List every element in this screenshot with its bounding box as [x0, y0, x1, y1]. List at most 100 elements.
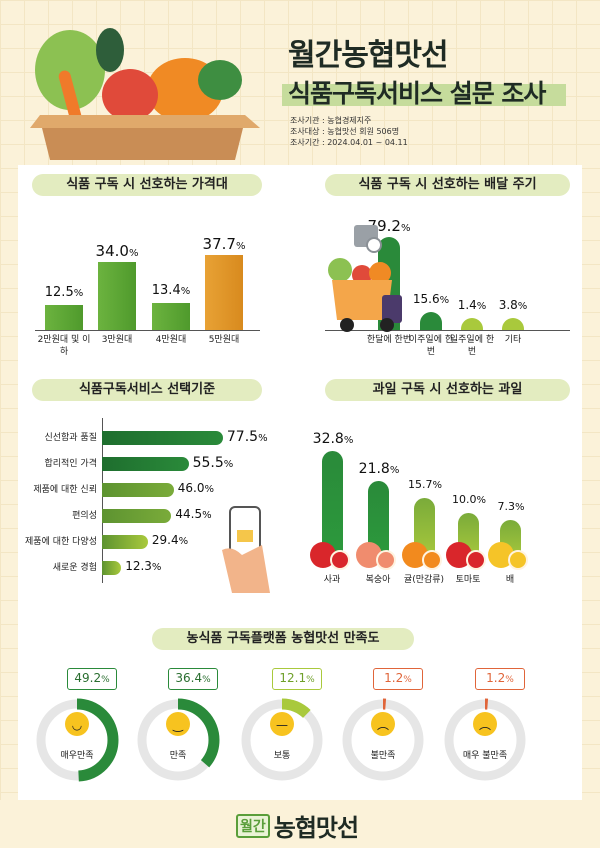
- category-label: 편의성: [72, 511, 97, 521]
- chart-title: 과일 구독 시 선호하는 과일: [325, 379, 570, 401]
- category-label: 귤(만감류): [403, 575, 445, 585]
- data-label: 1.4%: [457, 298, 487, 312]
- footer: [0, 800, 600, 848]
- survey-org: 조사기관 : 농협경제지주: [290, 116, 372, 125]
- category-label: 4만원대: [155, 335, 187, 345]
- donut-arc: [341, 698, 425, 782]
- data-label: 21.8%: [358, 461, 400, 478]
- category-label: 2만원대 및 이하: [37, 335, 91, 357]
- page-subtitle: 식품구독서비스 설문 조사: [288, 79, 546, 108]
- category-label: 새로운 경험: [52, 563, 97, 573]
- data-label: 12.5%: [44, 285, 84, 300]
- data-label: 37.7%: [202, 234, 246, 253]
- bar: [102, 457, 189, 471]
- fruit-slice-icon: [376, 550, 396, 570]
- data-label: 34.0%: [95, 242, 139, 260]
- donut-arc: [240, 698, 324, 782]
- data-label: 3.8%: [498, 298, 528, 312]
- bar: [368, 481, 389, 560]
- phone-hand-illustration: [222, 506, 270, 593]
- value-callout: 49.2%: [67, 668, 117, 690]
- category-label: 제품에 대한 신뢰: [33, 485, 97, 495]
- chart-title: 식품구독서비스 선택기준: [32, 379, 262, 401]
- category-label: 토마토: [455, 575, 481, 585]
- donut-chart: [35, 698, 119, 782]
- chart-title: 식품 구독 시 선호하는 가격대: [32, 174, 262, 196]
- bar: [102, 535, 148, 549]
- bar: [102, 483, 174, 497]
- emoji-face-icon: ︵: [473, 712, 497, 736]
- data-label: 15.7%: [407, 477, 442, 491]
- satisfaction-label: 보통: [273, 751, 291, 761]
- logo-badge: 월간: [236, 813, 270, 838]
- category-label: 일주일에 한번: [449, 335, 495, 357]
- bar: [102, 509, 172, 523]
- data-label: 32.8%: [312, 431, 354, 448]
- value-callout: 36.4%: [168, 668, 218, 690]
- value-callout: 1.2%: [373, 668, 423, 690]
- logo-name: 농협맛선: [273, 814, 359, 842]
- satisfaction-label: 매우만족: [60, 751, 94, 761]
- chart-title: 농식품 구독플랫폼 농협맛선 만족도: [152, 628, 414, 650]
- data-label: 12.3%: [125, 559, 162, 573]
- vegetable-box-illustration: [30, 28, 260, 160]
- satisfaction-label: 불만족: [370, 751, 396, 761]
- category-label: 합리적인 가격: [44, 459, 97, 469]
- page-title: 월간농협맛선: [288, 38, 449, 73]
- fruit-slice-icon: [330, 550, 350, 570]
- x-axis: [325, 330, 570, 331]
- donut-arc: [443, 698, 527, 782]
- data-label: 13.4%: [151, 283, 191, 299]
- category-label: 이주일에 한번: [408, 335, 454, 357]
- category-label: 5만원대: [208, 335, 240, 345]
- data-label: 10.0%: [451, 493, 486, 506]
- bar: [420, 311, 442, 330]
- survey-period: 조사기간 : 2024.04.01 ~ 04.11: [290, 138, 408, 147]
- satisfaction-label: 매우 불만족: [462, 751, 508, 761]
- category-label: 한달에 한번: [366, 335, 412, 345]
- donut-arc: [35, 698, 119, 782]
- data-label: 55.5%: [192, 455, 234, 471]
- donut-chart: [240, 698, 324, 782]
- x-axis: [35, 330, 260, 331]
- y-axis: [102, 418, 103, 583]
- emoji-face-icon: ‿: [166, 712, 190, 736]
- bar: [502, 318, 524, 330]
- bar: [98, 262, 136, 330]
- category-label: 사과: [323, 575, 341, 585]
- category-label: 복숭아: [365, 575, 391, 585]
- bar: [45, 305, 83, 330]
- donut-arc: [136, 698, 220, 782]
- bar: [102, 561, 122, 575]
- data-label: 77.5%: [226, 429, 268, 445]
- subtitle-highlight: [282, 84, 566, 106]
- category-label: 기타: [504, 335, 522, 345]
- donut-chart: [136, 698, 220, 782]
- fruit-slice-icon: [422, 550, 442, 570]
- brand-logo: 월간 농협맛선: [236, 808, 359, 843]
- value-callout: 12.1%: [272, 668, 322, 690]
- fruit-slice-icon: [508, 550, 528, 570]
- value-callout: 1.2%: [475, 668, 525, 690]
- chart-title: 식품 구독 시 선호하는 배달 주기: [325, 174, 570, 196]
- bar: [102, 431, 223, 445]
- data-label: 29.4%: [151, 533, 189, 547]
- survey-target: 조사대상 : 농협맛선 회원 506명: [290, 127, 400, 136]
- category-label: 제품에 대한 다양성: [25, 537, 97, 547]
- bar: [152, 303, 190, 330]
- data-label: 44.5%: [175, 507, 212, 521]
- bar: [205, 254, 243, 330]
- donut-chart: [443, 698, 527, 782]
- donut-chart: [341, 698, 425, 782]
- category-label: 3만원대: [101, 335, 133, 345]
- category-label: 신선함과 품질: [44, 433, 97, 443]
- fruit-slice-icon: [466, 550, 486, 570]
- emoji-face-icon: ︵: [371, 712, 395, 736]
- bar: [461, 318, 483, 330]
- data-label: 7.3%: [497, 500, 525, 514]
- satisfaction-label: 만족: [169, 751, 187, 761]
- category-label: 배: [505, 575, 515, 585]
- emoji-face-icon: ◡: [65, 712, 89, 736]
- emoji-face-icon: —: [270, 712, 294, 736]
- delivery-truck-illustration: [328, 225, 402, 332]
